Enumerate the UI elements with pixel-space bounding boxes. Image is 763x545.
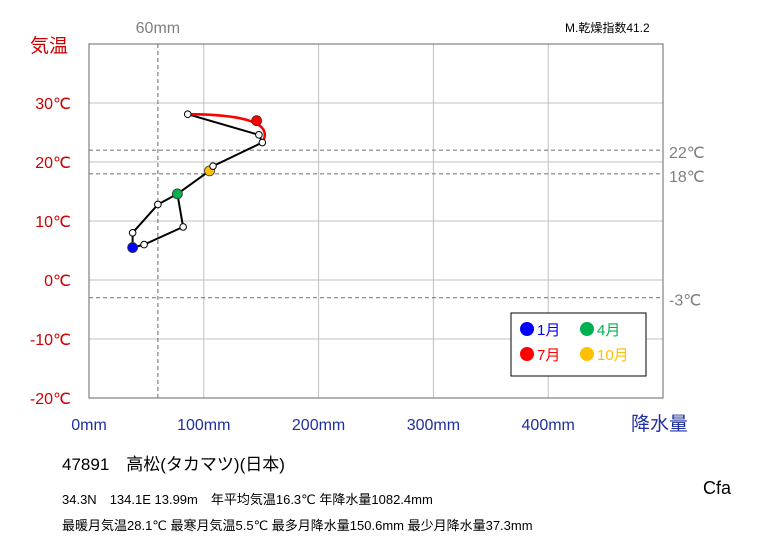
y-tick-label: 10℃ <box>35 214 71 231</box>
x-tick-label: 300mm <box>407 417 460 434</box>
month-point-8 <box>183 110 192 119</box>
climate-classification: Cfa <box>703 478 732 498</box>
reference-lines: 60mm 22℃ 18℃ -3℃ <box>89 20 705 398</box>
reference-label-horizontal: -3℃ <box>669 293 701 310</box>
x-tick-label: 400mm <box>522 417 575 434</box>
y-axis-title: 気温 <box>30 35 68 57</box>
month-point-1 <box>127 242 139 253</box>
month-point-2 <box>140 240 148 249</box>
x-axis-title: 降水量 <box>631 413 688 435</box>
station-title: 47891 高松(タカマツ)(日本) <box>62 455 285 474</box>
legend-label-7: 7月 <box>537 347 560 364</box>
month-point-7 <box>251 115 263 127</box>
legend-marker-7 <box>520 347 534 361</box>
y-tick-label: 30℃ <box>35 96 71 113</box>
x-tick-label: 200mm <box>292 417 345 434</box>
legend-marker-1 <box>520 322 534 336</box>
x-tick-label: 100mm <box>177 417 230 434</box>
climate-path-line <box>131 113 264 249</box>
legend-label-1: 1月 <box>537 322 560 339</box>
y-tick-label: -20℃ <box>30 391 71 408</box>
y-tick-label: -10℃ <box>30 332 71 349</box>
reference-label-vertical: 60mm <box>136 20 180 37</box>
legend-label-4: 4月 <box>597 322 620 339</box>
reference-label-horizontal: 22℃ <box>669 145 705 162</box>
y-tick-label: 0℃ <box>44 273 71 290</box>
month-point-12 <box>128 229 137 237</box>
legend-label-10: 10月 <box>597 347 629 364</box>
y-tick-label: 20℃ <box>35 155 71 172</box>
reference-label-horizontal: 18℃ <box>669 169 705 186</box>
x-tick-label: 0mm <box>71 417 107 434</box>
month-point-5 <box>154 200 162 209</box>
legend-marker-10 <box>580 347 594 361</box>
plot-frame <box>88 43 664 399</box>
legend: 1月 4月 7月 10月 <box>510 312 647 377</box>
grid-lines <box>89 44 663 398</box>
climate-path <box>131 112 267 249</box>
month-point-6 <box>258 138 267 147</box>
month-point-9 <box>255 131 263 139</box>
legend-marker-4 <box>580 322 594 336</box>
month-point-11 <box>209 162 217 170</box>
month-point-3 <box>179 223 187 231</box>
station-stats-line-1: 34.3N 134.1E 13.99m 年平均気温16.3℃ 年降水量1082.… <box>62 492 433 507</box>
month-points <box>127 110 267 253</box>
station-stats-line-2: 最暖月気温28.1℃ 最寒月気温5.5℃ 最多月降水量150.6mm 最少月降水… <box>62 518 533 533</box>
month-point-4 <box>171 188 183 200</box>
aridity-index-label: M.乾燥指数41.2 <box>565 20 650 35</box>
legend-box <box>510 312 647 377</box>
